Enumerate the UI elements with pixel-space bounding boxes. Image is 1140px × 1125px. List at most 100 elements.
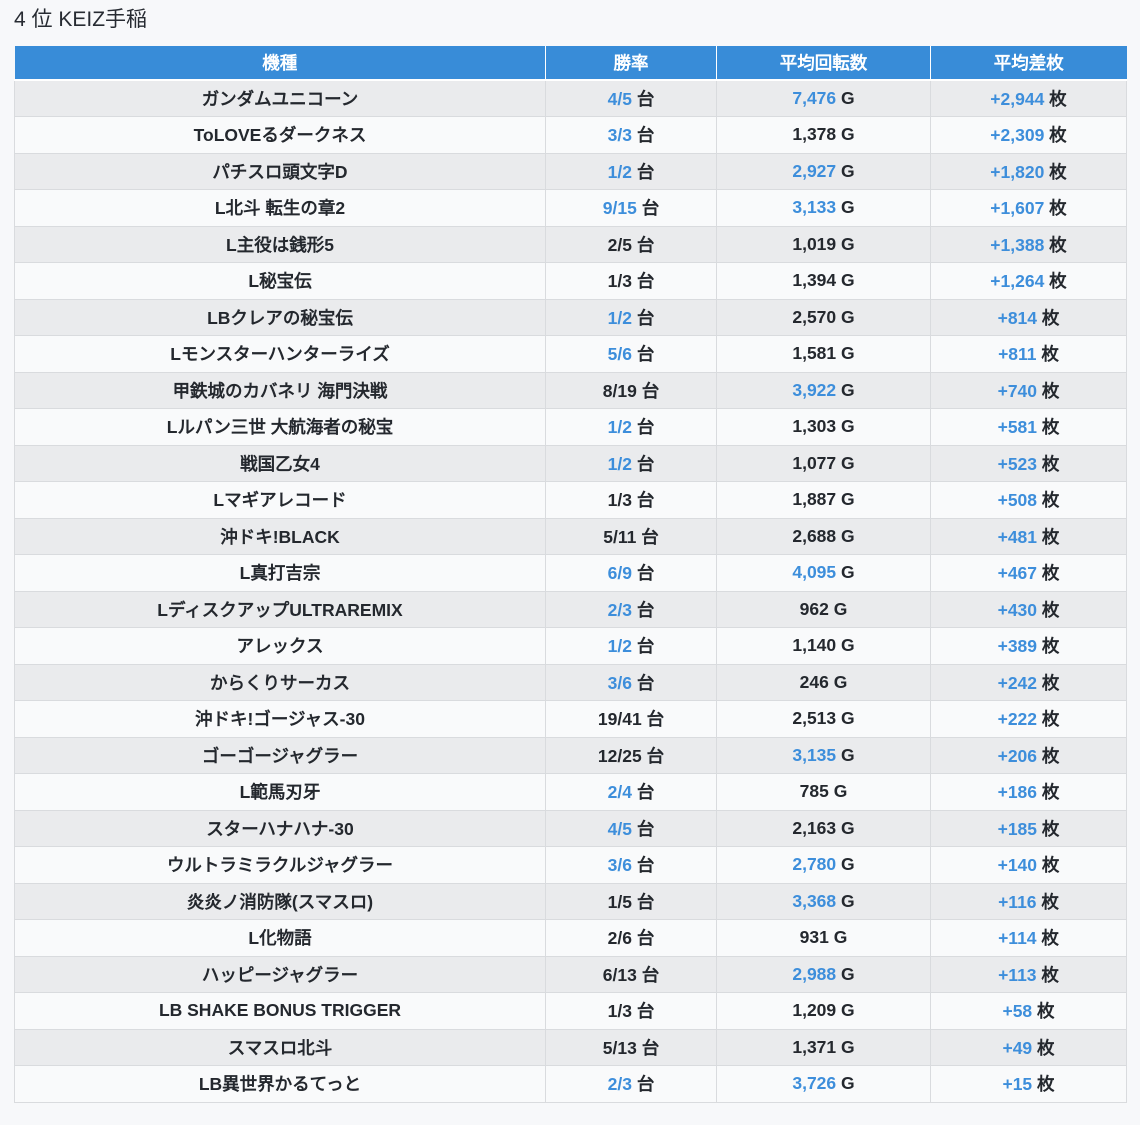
avg-spins-unit: G: [836, 306, 855, 327]
win-rate-value: 12/25: [597, 745, 642, 766]
win-rate-unit: 台: [631, 672, 655, 693]
avg-spins-cell: 4,095 G: [716, 554, 931, 592]
win-rate-value: 2/4: [607, 782, 632, 803]
avg-spins-unit: G: [836, 817, 855, 838]
avg-spins-unit: G: [836, 525, 855, 546]
avg-spins-unit: G: [836, 379, 855, 400]
win-rate-value: 2/3: [607, 1074, 632, 1095]
table-row: LB異世界かるてっと 2/3 台 3,726 G +15 枚: [14, 1065, 1127, 1103]
avg-spins-unit: G: [836, 708, 855, 729]
avg-spins-value: 1,209: [792, 1000, 837, 1021]
avg-spins-value: 3,133: [792, 197, 837, 218]
avg-spins-value: 1,140: [792, 635, 837, 656]
avg-diff-unit: 枚: [1036, 964, 1059, 985]
avg-spins-value: 3,726: [792, 1073, 837, 1094]
avg-spins-value: 3,922: [792, 379, 837, 400]
avg-diff-value: +430: [997, 599, 1038, 620]
table-row: Lマギアレコード 1/3 台 1,887 G +508 枚: [14, 481, 1127, 519]
machine-name-cell: パチスロ頭文字D: [14, 152, 546, 190]
win-rate-cell: 19/41 台: [545, 700, 717, 738]
avg-diff-cell: +811 枚: [930, 335, 1127, 373]
win-rate-value: 6/13: [602, 964, 637, 985]
win-rate-cell: 2/6 台: [545, 919, 717, 957]
avg-diff-cell: +467 枚: [930, 554, 1127, 592]
table-row: 甲鉄城のカバネリ 海門決戦 8/19 台 3,922 G +740 枚: [14, 371, 1127, 409]
machine-name-cell: 甲鉄城のカバネリ 海門決戦: [14, 371, 546, 409]
avg-spins-unit: G: [836, 452, 855, 473]
avg-diff-value: +1,264: [990, 271, 1045, 292]
avg-diff-cell: +116 枚: [930, 882, 1127, 920]
avg-diff-value: +508: [997, 490, 1038, 511]
avg-spins-unit: G: [836, 270, 855, 291]
table-row: LB SHAKE BONUS TRIGGER 1/3 台 1,209 G +58 枚: [14, 992, 1127, 1030]
table-row: スターハナハナ-30 4/5 台 2,163 G +185 枚: [14, 809, 1127, 847]
avg-diff-cell: +140 枚: [930, 846, 1127, 884]
avg-diff-cell: +481 枚: [930, 517, 1127, 555]
win-rate-cell: 6/9 台: [545, 554, 717, 592]
win-rate-cell: 4/5 台: [545, 79, 717, 117]
avg-diff-cell: +2,309 枚: [930, 116, 1127, 154]
avg-spins-value: 1,019: [792, 233, 837, 254]
avg-diff-unit: 枚: [1037, 563, 1060, 584]
win-rate-unit: 台: [631, 161, 655, 182]
avg-spins-unit: G: [836, 343, 855, 364]
avg-spins-cell: 2,163 G: [716, 809, 931, 847]
results-table: 機種 勝率 平均回転数 平均差枚 ガンダムユニコーン 4/5 台 7,476 G +2…: [14, 46, 1127, 1103]
avg-spins-cell: 246 G: [716, 663, 931, 701]
avg-diff-cell: +523 枚: [930, 444, 1127, 482]
avg-diff-value: +114: [998, 928, 1037, 949]
avg-spins-value: 785: [799, 781, 829, 802]
machine-name-cell: ToLOVEるダークネス: [14, 116, 546, 154]
avg-diff-unit: 枚: [1037, 526, 1060, 547]
avg-spins-cell: 2,927 G: [716, 152, 931, 190]
machine-name-cell: からくりサーカス: [14, 663, 546, 701]
machine-name-cell: L範馬刃牙: [14, 773, 546, 811]
win-rate-cell: 1/2 台: [545, 627, 717, 665]
avg-diff-unit: 枚: [1037, 782, 1060, 803]
avg-diff-cell: +1,607 枚: [930, 189, 1127, 227]
avg-spins-unit: G: [828, 927, 848, 948]
avg-diff-cell: +581 枚: [930, 408, 1127, 446]
avg-spins-cell: 7,476 G: [716, 79, 931, 117]
avg-diff-unit: 枚: [1044, 125, 1067, 146]
avg-spins-unit: G: [836, 562, 855, 583]
avg-spins-value: 1,378: [792, 124, 837, 145]
win-rate-value: 19/41: [597, 709, 642, 730]
win-rate-unit: 台: [631, 307, 655, 328]
table-row: ToLOVEるダークネス 3/3 台 1,378 G +2,309 枚: [14, 116, 1127, 154]
avg-diff-cell: +114 枚: [930, 919, 1127, 957]
avg-diff-value: +581: [997, 417, 1038, 438]
win-rate-unit: 台: [636, 1037, 660, 1058]
win-rate-unit: 台: [631, 271, 655, 292]
machine-name-cell: LB異世界かるてっと: [14, 1065, 546, 1103]
table-row: LディスクアップULTRAREMIX 2/3 台 962 G +430 枚: [14, 590, 1127, 628]
table-row: 戦国乙女4 1/2 台 1,077 G +523 枚: [14, 444, 1127, 482]
avg-spins-cell: 1,140 G: [716, 627, 931, 665]
win-rate-value: 2/5: [607, 234, 632, 255]
win-rate-unit: 台: [636, 526, 659, 547]
avg-spins-value: 2,163: [792, 817, 837, 838]
avg-spins-value: 3,368: [792, 890, 837, 911]
win-rate-value: 6/9: [607, 563, 632, 584]
avg-spins-cell: 1,209 G: [716, 992, 931, 1030]
avg-diff-unit: 枚: [1037, 745, 1060, 766]
win-rate-cell: 1/2 台: [545, 408, 717, 446]
avg-diff-cell: +740 枚: [930, 371, 1127, 409]
avg-diff-unit: 枚: [1037, 818, 1060, 839]
avg-diff-value: +523: [997, 453, 1038, 474]
table-row: Lルパン三世 大航海者の秘宝 1/2 台 1,303 G +581 枚: [14, 408, 1127, 446]
win-rate-value: 5/11: [603, 526, 637, 547]
win-rate-value: 1/2: [607, 636, 632, 657]
avg-spins-value: 1,581: [792, 343, 837, 364]
avg-diff-cell: +1,264 枚: [930, 262, 1127, 300]
win-rate-cell: 8/19 台: [545, 371, 717, 409]
avg-diff-cell: +2,944 枚: [930, 79, 1127, 117]
avg-diff-value: +140: [997, 855, 1038, 876]
avg-spins-value: 2,927: [792, 160, 837, 181]
avg-diff-unit: 枚: [1037, 380, 1060, 401]
win-rate-value: 1/3: [607, 1001, 632, 1022]
win-rate-value: 1/5: [607, 891, 632, 912]
avg-spins-unit: G: [836, 1000, 855, 1021]
avg-spins-unit: G: [836, 854, 855, 875]
avg-diff-value: +1,820: [990, 161, 1045, 182]
